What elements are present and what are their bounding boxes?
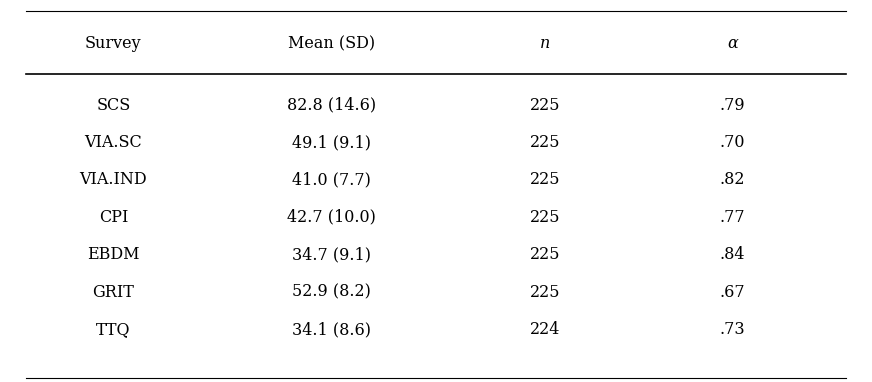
Text: 34.7 (9.1): 34.7 (9.1)	[292, 246, 371, 263]
Text: .82: .82	[719, 172, 746, 188]
Text: 82.8 (14.6): 82.8 (14.6)	[287, 97, 376, 113]
Text: 41.0 (7.7): 41.0 (7.7)	[292, 172, 371, 188]
Text: Mean (SD): Mean (SD)	[288, 36, 375, 52]
Text: 42.7 (10.0): 42.7 (10.0)	[287, 209, 376, 226]
Text: .67: .67	[719, 284, 746, 301]
Text: 225: 225	[530, 172, 560, 188]
Text: 225: 225	[530, 246, 560, 263]
Text: CPI: CPI	[99, 209, 128, 226]
Text: α: α	[727, 36, 738, 52]
Text: 225: 225	[530, 134, 560, 151]
Text: .77: .77	[719, 209, 746, 226]
Text: .70: .70	[719, 134, 746, 151]
Text: 225: 225	[530, 284, 560, 301]
Text: 224: 224	[530, 321, 560, 338]
Text: 34.1 (8.6): 34.1 (8.6)	[292, 321, 371, 338]
Text: EBDM: EBDM	[87, 246, 140, 263]
Text: 49.1 (9.1): 49.1 (9.1)	[292, 134, 371, 151]
Text: VIA.SC: VIA.SC	[85, 134, 142, 151]
Text: 52.9 (8.2): 52.9 (8.2)	[292, 284, 371, 301]
Text: 225: 225	[530, 97, 560, 113]
Text: 225: 225	[530, 209, 560, 226]
Text: SCS: SCS	[96, 97, 131, 113]
Text: .73: .73	[719, 321, 746, 338]
Text: .79: .79	[719, 97, 746, 113]
Text: VIA.IND: VIA.IND	[79, 172, 147, 188]
Text: n: n	[540, 36, 550, 52]
Text: GRIT: GRIT	[92, 284, 134, 301]
Text: Survey: Survey	[85, 36, 141, 52]
Text: TTQ: TTQ	[96, 321, 131, 338]
Text: .84: .84	[719, 246, 746, 263]
